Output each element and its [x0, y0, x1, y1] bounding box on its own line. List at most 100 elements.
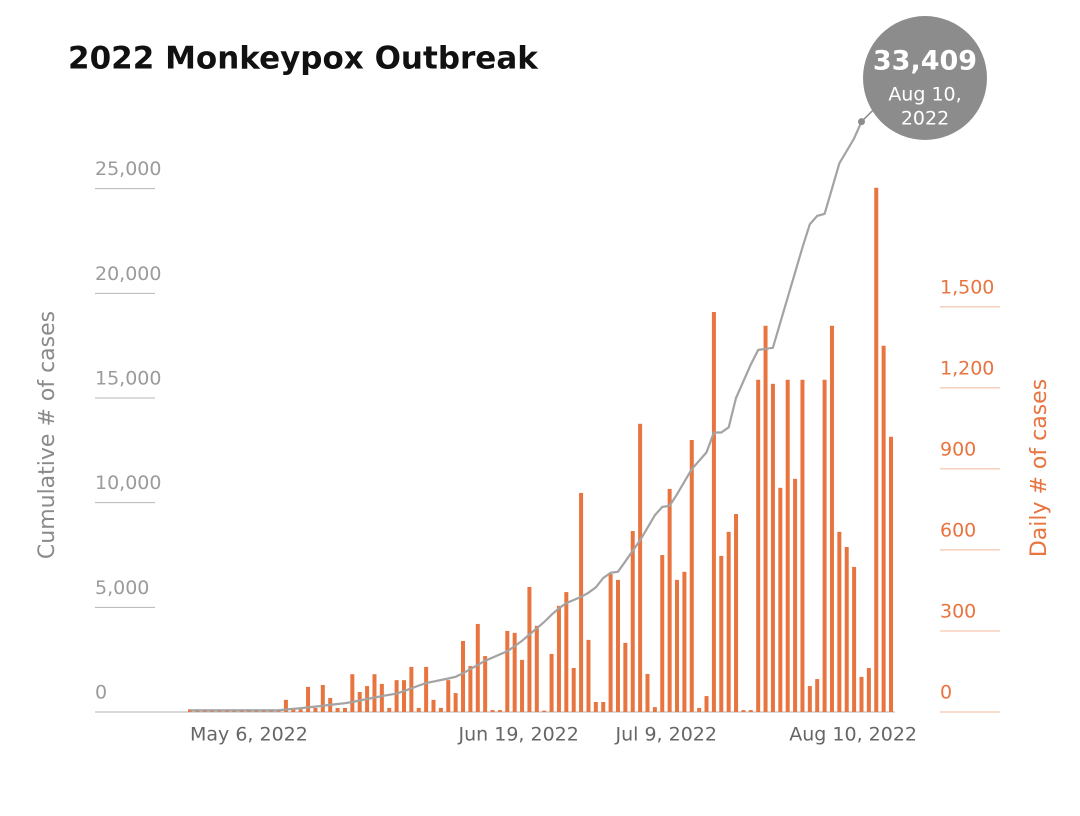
bar: [630, 531, 635, 712]
bar: [852, 566, 857, 712]
y2-tick-label: 1,500: [940, 276, 994, 298]
bar: [638, 423, 643, 712]
bar: [874, 187, 879, 712]
bar: [431, 699, 436, 712]
y2-tick-label: 900: [940, 438, 976, 460]
bar: [505, 630, 510, 712]
bar: [793, 478, 798, 712]
bar: [579, 492, 584, 712]
bar: [844, 546, 849, 712]
bar: [800, 379, 805, 712]
bar: [719, 555, 724, 712]
bar: [357, 692, 362, 712]
bar: [652, 707, 657, 712]
bar: [623, 642, 628, 712]
y-tick-label: 25,000: [95, 158, 161, 180]
bar: [483, 656, 488, 712]
bar: [497, 710, 502, 712]
bar: [527, 586, 532, 712]
y-tick-label: 0: [95, 682, 107, 704]
bar: [785, 379, 790, 712]
y2-tick-label: 1,200: [940, 357, 994, 379]
bar: [748, 710, 753, 712]
bar: [675, 579, 680, 712]
bar: [291, 709, 296, 712]
annotation-connector: [860, 109, 875, 123]
bar: [711, 311, 716, 712]
bar: [520, 659, 525, 712]
bar: [889, 436, 893, 712]
bar: [726, 531, 731, 712]
annotation-value: 33,409: [873, 46, 977, 77]
x-tick-label: Jun 19, 2022: [458, 724, 579, 746]
bar: [859, 676, 864, 712]
bar: [320, 684, 325, 712]
bar: [704, 696, 709, 712]
bar: [313, 707, 318, 712]
y-tick-label: 15,000: [95, 368, 161, 390]
cumulative-line: [190, 121, 863, 712]
bar: [379, 683, 384, 712]
bar: [446, 680, 451, 712]
bar: [660, 555, 665, 712]
bar: [689, 440, 694, 712]
bar: [837, 531, 842, 712]
annotation-bubble: [863, 16, 987, 140]
bar: [298, 709, 303, 712]
bar: [593, 702, 598, 712]
y-tick-label: 20,000: [95, 263, 161, 285]
bar: [542, 710, 547, 712]
y-tick-label: 10,000: [95, 472, 161, 494]
bar: [453, 693, 458, 712]
bar: [608, 573, 613, 712]
bar: [335, 707, 340, 712]
y2-tick-label: 300: [940, 600, 976, 622]
bar: [807, 686, 812, 712]
bar: [667, 488, 672, 712]
x-tick-label: May 6, 2022: [190, 724, 308, 746]
y2-axis-title: Daily # of cases: [1027, 379, 1052, 557]
y-tick-label: 5,000: [95, 577, 149, 599]
bar: [342, 707, 347, 712]
bar: [645, 673, 650, 712]
annotation-date: 2022: [901, 108, 949, 130]
bar: [881, 345, 886, 712]
bar: [586, 639, 591, 712]
bar: [401, 680, 406, 712]
bar: [756, 379, 761, 712]
bar: [866, 667, 871, 712]
bar: [601, 702, 606, 712]
bar: [350, 674, 355, 712]
bar: [461, 640, 466, 712]
bar: [822, 379, 827, 712]
bar: [763, 325, 768, 712]
bar: [534, 625, 539, 712]
bar: [682, 571, 687, 712]
bar: [778, 487, 783, 712]
x-tick-label: Jul 9, 2022: [615, 724, 718, 746]
annotation-date: Aug 10,: [888, 84, 961, 106]
bar: [815, 679, 820, 712]
y2-tick-label: 600: [940, 519, 976, 541]
bar: [556, 605, 561, 712]
bar: [741, 710, 746, 712]
bar: [697, 707, 702, 712]
bar: [306, 686, 311, 712]
bar: [387, 707, 392, 712]
bar: [829, 325, 834, 712]
bar: [468, 666, 473, 712]
x-tick-label: Aug 10, 2022: [789, 724, 917, 746]
y-axis-title: Cumulative # of cases: [35, 311, 60, 559]
bar: [549, 653, 554, 712]
bar: [416, 707, 421, 712]
bar: [490, 710, 495, 712]
bar: [564, 592, 569, 712]
bar: [512, 632, 517, 712]
bar: [571, 667, 576, 712]
bar: [475, 623, 480, 712]
bar: [438, 707, 443, 712]
chart-title: 2022 Monkeypox Outbreak: [68, 41, 539, 77]
bar: [372, 674, 377, 712]
bar: [283, 699, 288, 712]
